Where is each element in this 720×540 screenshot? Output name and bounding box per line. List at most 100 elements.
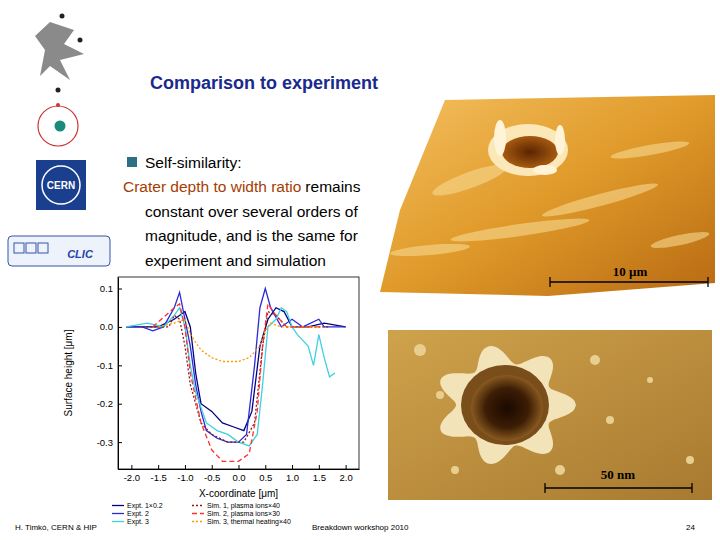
y-tick-label: -0.1 [97, 360, 113, 371]
x-axis-title: X-coordinate [μm] [199, 488, 278, 499]
ridge [450, 214, 590, 245]
ridge [610, 138, 691, 162]
ridge [650, 229, 711, 251]
y-axis: 0.1 0.0 -0.1 -0.2 -0.3 [97, 278, 122, 470]
x-tick-mark [212, 465, 213, 469]
surface-bump [590, 355, 600, 365]
clic-logo [8, 236, 110, 266]
hip-dot [56, 88, 61, 93]
series-line [142, 312, 329, 443]
bullet-square [127, 157, 137, 167]
hip-dot [60, 14, 65, 19]
surface-bump [606, 416, 614, 424]
x-tick: -1.0 [177, 465, 193, 483]
x-tick: -2.0 [124, 465, 140, 483]
legend-label: Sim. 3, thermal heating×40 [207, 518, 291, 526]
x-tick: 2.0 [340, 465, 353, 483]
x-tick-mark [185, 465, 186, 469]
afm-background [388, 330, 712, 500]
series-line [126, 289, 346, 443]
x-tick-label: 0.5 [259, 472, 272, 483]
x-axis: -2.0 -1.5 -1.0 -0.5 0.0 0.5 1.0 1.5 2.0 [119, 465, 360, 483]
y-tick-label: -0.3 [97, 437, 113, 448]
legend-label: Expt. 3 [127, 518, 149, 526]
chart: -2.0 -1.5 -1.0 -0.5 0.0 0.5 1.0 1.5 2.0 0.1 0.0 -0.… [63, 277, 360, 526]
x-tick: 1.5 [313, 465, 326, 483]
body-line: magnitude, and is the same for [145, 227, 358, 244]
x-tick-mark [346, 465, 347, 469]
scale-label: 10 μm [613, 264, 648, 279]
legend-item: Expt. 1×0.2 [112, 502, 163, 510]
bullet-heading: Self-similarity: [145, 154, 241, 171]
y-tick-label: 0.0 [100, 321, 113, 332]
scale-label: 50 nm [601, 467, 635, 482]
cern-ring [42, 166, 80, 204]
y-tick-label: -0.2 [97, 398, 113, 409]
y-tick: 0.1 [100, 283, 122, 294]
clic-cell [38, 243, 48, 253]
slide: CERNCLIC Comparison to experiment Self-sim… [0, 0, 720, 540]
legend-label: Sim. 2, plasma ions×30 [207, 510, 280, 518]
footer-event: Breakdown workshop 2010 [312, 523, 409, 532]
surface-bump [555, 465, 565, 475]
crater-highlight [533, 165, 557, 175]
legend-swatch [112, 513, 124, 514]
x-tick-label: 2.0 [340, 472, 353, 483]
legend-item: Sim. 3, thermal heating×40 [192, 518, 291, 526]
afm-image: 50 nm [388, 330, 712, 500]
x-tick: 0.0 [232, 465, 245, 483]
highlight: Crater depth to width ratio [123, 178, 301, 195]
legend-swatch [192, 505, 204, 506]
legend-swatch [112, 521, 124, 522]
x-tick: 0.5 [259, 465, 272, 483]
logos: CERNCLIC [8, 14, 110, 267]
legend-item: Expt. 2 [112, 510, 149, 518]
surface-bump [686, 456, 694, 464]
legend-label: Expt. 1×0.2 [127, 502, 163, 510]
x-tick: -0.5 [204, 465, 220, 483]
ridge [540, 179, 659, 222]
afm-3d-image: 10 μm [380, 95, 715, 296]
legend-label: Expt. 2 [127, 510, 149, 518]
x-tick-label: -0.5 [204, 472, 220, 483]
plot-frame [118, 277, 359, 469]
clic-cell [14, 243, 24, 253]
y-tick-mark [118, 404, 122, 405]
legend-item: Sim. 1, plasma ions×40 [192, 502, 280, 510]
ridge [390, 242, 471, 259]
x-tick-mark [239, 465, 240, 469]
series-line [126, 308, 346, 431]
x-tick-mark [265, 465, 266, 469]
y-tick: -0.1 [97, 360, 122, 371]
crater-rim [440, 346, 576, 464]
series-line [153, 304, 324, 461]
terrain [380, 95, 715, 296]
body-line: constant over several orders of [145, 203, 358, 220]
x-tick-mark [319, 465, 320, 469]
ring-dot [56, 103, 60, 107]
y-axis-title: Surface height [μm] [63, 329, 74, 416]
cern-logo [36, 160, 86, 210]
ring-core [55, 121, 66, 132]
surface-bump [436, 391, 444, 399]
y-tick: -0.2 [97, 398, 122, 409]
slide-title: Comparison to experiment [150, 73, 378, 93]
crater [502, 136, 558, 168]
crater-highlight [555, 125, 565, 155]
series-line [158, 319, 319, 361]
ring-logo [38, 106, 78, 146]
legend-swatch [192, 521, 204, 522]
crater-hole [471, 375, 543, 441]
x-tick-mark [158, 465, 159, 469]
legend-label: Sim. 1, plasma ions×40 [207, 502, 280, 510]
y-tick-label: 0.1 [100, 283, 113, 294]
body-line: experiment and simulation [145, 252, 326, 269]
x-tick-mark [131, 465, 132, 469]
surface-bump [414, 344, 426, 356]
hip-logo [35, 22, 84, 80]
x-tick: 1.0 [286, 465, 299, 483]
x-tick: -1.5 [150, 465, 166, 483]
legend-item: Expt. 3 [112, 518, 149, 526]
y-tick: -0.3 [97, 437, 122, 448]
body-text: remains [305, 178, 360, 195]
